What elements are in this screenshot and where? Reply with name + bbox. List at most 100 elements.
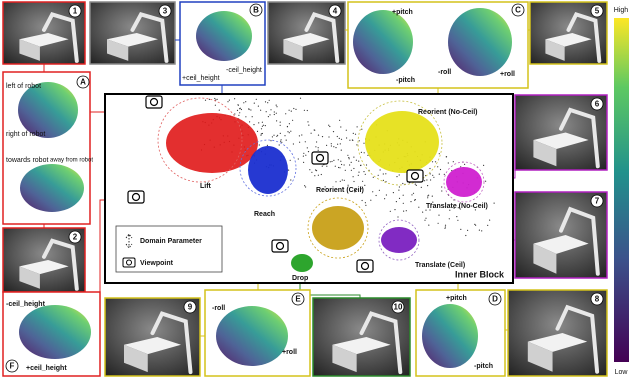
point	[266, 144, 268, 146]
point	[280, 139, 282, 141]
point	[341, 163, 343, 166]
panel-d: +pitch -pitch	[415, 289, 506, 377]
point	[260, 134, 262, 136]
point	[324, 186, 326, 188]
point	[349, 164, 351, 166]
point	[326, 165, 328, 167]
point	[338, 166, 340, 169]
point	[315, 169, 317, 171]
axis-label: +pitch	[446, 295, 467, 302]
point	[457, 207, 459, 209]
panel-badges: A B C D E F	[5, 3, 525, 373]
point	[330, 143, 332, 145]
point	[270, 109, 272, 111]
point	[411, 194, 413, 196]
point	[364, 184, 366, 186]
point	[347, 154, 349, 156]
point	[337, 159, 339, 161]
axis-label: -pitch	[396, 77, 415, 84]
point	[253, 102, 255, 104]
point	[430, 203, 432, 205]
point	[340, 138, 343, 140]
point	[427, 197, 429, 199]
badge-label: 4	[333, 7, 338, 16]
table	[19, 260, 69, 275]
point	[335, 147, 337, 149]
camera-icon	[311, 151, 329, 165]
point	[460, 166, 462, 168]
badge-label: 5	[595, 7, 600, 16]
legend-label: Domain Parameter	[140, 238, 202, 245]
point	[425, 217, 427, 219]
point	[414, 199, 416, 201]
point	[339, 119, 341, 121]
point	[330, 145, 332, 147]
point	[441, 186, 443, 188]
point	[340, 149, 342, 151]
point	[361, 188, 363, 190]
point	[363, 152, 365, 154]
colorbar-label: Low	[615, 369, 629, 376]
cluster-label: Drop	[292, 275, 308, 282]
table-side	[533, 140, 557, 167]
photo	[104, 297, 201, 377]
badge	[590, 194, 604, 208]
point	[314, 175, 316, 177]
point	[352, 132, 354, 134]
point	[485, 180, 487, 182]
point	[429, 173, 431, 175]
point	[287, 131, 289, 133]
point	[348, 158, 350, 160]
point	[298, 135, 300, 137]
point	[353, 156, 355, 158]
point	[310, 132, 312, 134]
point	[402, 182, 404, 185]
point	[474, 223, 476, 225]
point	[354, 189, 356, 192]
axis-label: +ceil_height	[182, 75, 220, 82]
point	[360, 151, 362, 153]
axis-label: +ceil_height	[26, 365, 67, 372]
point	[444, 224, 447, 226]
point	[355, 159, 357, 161]
point	[382, 173, 384, 175]
point	[343, 164, 345, 166]
point	[352, 139, 354, 141]
point	[276, 135, 278, 137]
badge-label: E	[295, 295, 301, 304]
point	[460, 228, 462, 230]
point	[343, 179, 345, 181]
point	[358, 140, 360, 142]
point	[337, 143, 339, 145]
camera-icon	[406, 169, 424, 183]
point	[302, 155, 304, 157]
inner-block: Lift Reach Reorient (Ceil) Reorient (No-…	[104, 93, 514, 284]
point	[438, 153, 440, 155]
point	[432, 201, 434, 203]
point	[345, 129, 347, 131]
point	[308, 124, 310, 126]
point	[364, 173, 366, 175]
cluster-reorient-no-ceil	[365, 111, 439, 173]
point	[375, 194, 377, 197]
point	[348, 157, 350, 159]
legend-box	[115, 225, 223, 273]
point	[276, 106, 278, 108]
point	[362, 180, 364, 182]
point	[313, 129, 315, 131]
point	[346, 137, 348, 139]
point	[262, 124, 264, 126]
point	[350, 161, 352, 163]
point	[397, 216, 399, 218]
point	[204, 99, 207, 101]
point	[295, 108, 297, 110]
robot-arm	[42, 12, 79, 63]
point	[275, 104, 277, 106]
point	[424, 219, 426, 221]
point	[338, 137, 340, 139]
cluster-lift	[166, 113, 258, 173]
point	[365, 204, 367, 206]
point	[303, 152, 305, 154]
point	[363, 142, 365, 144]
